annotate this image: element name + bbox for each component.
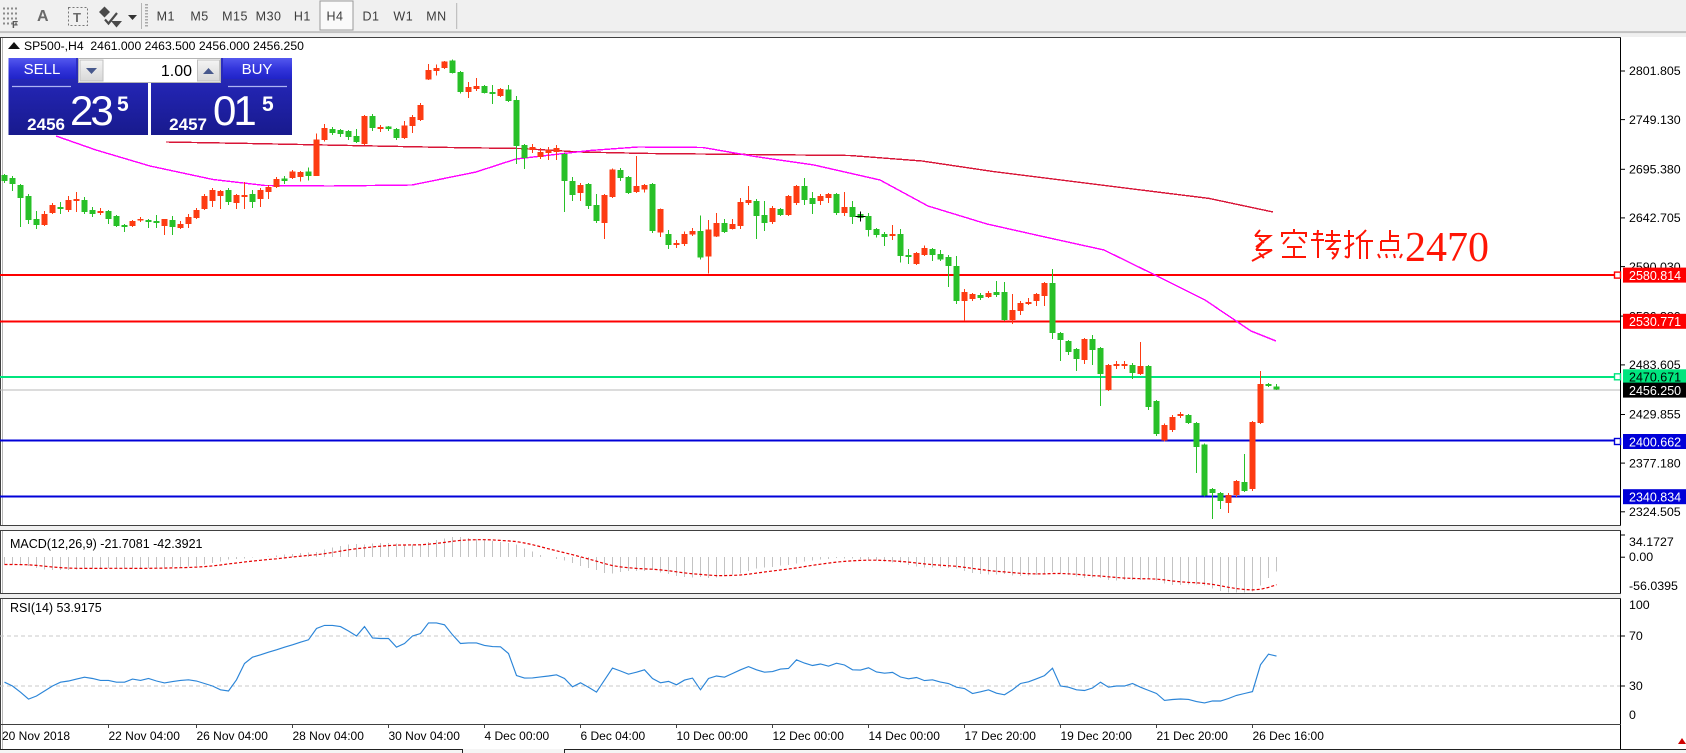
svg-text:12 Dec 00:00: 12 Dec 00:00	[773, 729, 845, 743]
svg-text:MACD(12,26,9) -21.7081 -42.392: MACD(12,26,9) -21.7081 -42.3921	[10, 537, 203, 551]
svg-text:20 Nov 2018: 20 Nov 2018	[2, 729, 70, 743]
svg-text:2470: 2470	[1405, 225, 1489, 271]
svg-text:RSI(14) 53.9175: RSI(14) 53.9175	[10, 601, 102, 615]
svg-text:M15: M15	[222, 10, 248, 24]
svg-text:2530.771: 2530.771	[1629, 315, 1681, 329]
svg-text:100: 100	[1629, 598, 1650, 612]
svg-text:22 Nov 04:00: 22 Nov 04:00	[109, 729, 181, 743]
svg-text:28 Nov 04:00: 28 Nov 04:00	[293, 729, 365, 743]
svg-text:2695.380: 2695.380	[1629, 163, 1681, 177]
svg-text:17 Dec 20:00: 17 Dec 20:00	[965, 729, 1037, 743]
svg-text:30: 30	[1629, 679, 1643, 693]
svg-text:A: A	[37, 8, 49, 25]
svg-text:D1: D1	[363, 10, 380, 24]
svg-text:26 Nov 04:00: 26 Nov 04:00	[197, 729, 269, 743]
svg-text:1.00: 1.00	[161, 63, 192, 80]
svg-text:5: 5	[262, 93, 274, 116]
svg-text:34.1727: 34.1727	[1629, 535, 1674, 549]
svg-text:5: 5	[117, 93, 129, 116]
svg-text:4 Dec 00:00: 4 Dec 00:00	[485, 729, 550, 743]
svg-text:M1: M1	[157, 10, 175, 24]
svg-text:F: F	[12, 20, 18, 31]
svg-text:2429.855: 2429.855	[1629, 408, 1681, 422]
svg-text:2377.180: 2377.180	[1629, 456, 1681, 470]
svg-text:H1: H1	[294, 10, 311, 24]
svg-text:SP500-,H4 2461.000 2463.500 2: SP500-,H4 2461.000 2463.500 2456.000 245…	[24, 39, 304, 53]
svg-text:10 Dec 00:00: 10 Dec 00:00	[677, 729, 749, 743]
svg-text:2483.605: 2483.605	[1629, 358, 1681, 372]
svg-text:M5: M5	[190, 10, 208, 24]
svg-text:T: T	[73, 10, 81, 25]
svg-text:70: 70	[1629, 629, 1643, 643]
svg-text:2400.662: 2400.662	[1629, 435, 1681, 449]
svg-text:2324.505: 2324.505	[1629, 505, 1681, 519]
svg-text:0: 0	[1629, 708, 1636, 722]
svg-text:2749.130: 2749.130	[1629, 113, 1681, 127]
svg-text:M30: M30	[256, 10, 282, 24]
svg-text:2457: 2457	[169, 115, 207, 134]
svg-text:2340.834: 2340.834	[1629, 491, 1681, 505]
svg-text:2470.671: 2470.671	[1629, 371, 1681, 385]
svg-text:2456: 2456	[27, 115, 65, 134]
svg-text:21 Dec 20:00: 21 Dec 20:00	[1157, 729, 1229, 743]
svg-text:01: 01	[213, 87, 255, 134]
svg-text:-56.0395: -56.0395	[1629, 579, 1678, 593]
svg-text:6 Dec 04:00: 6 Dec 04:00	[581, 729, 646, 743]
svg-text:19 Dec 20:00: 19 Dec 20:00	[1061, 729, 1133, 743]
svg-text:MN: MN	[426, 10, 446, 24]
svg-text:14 Dec 00:00: 14 Dec 00:00	[869, 729, 941, 743]
svg-text:H4: H4	[327, 10, 344, 24]
svg-text:2580.814: 2580.814	[1629, 269, 1681, 283]
svg-text:26 Dec 16:00: 26 Dec 16:00	[1253, 729, 1325, 743]
svg-text:23: 23	[70, 87, 112, 134]
svg-text:BUY: BUY	[242, 61, 273, 78]
svg-text:2642.705: 2642.705	[1629, 211, 1681, 225]
svg-text:30 Nov 04:00: 30 Nov 04:00	[389, 729, 461, 743]
svg-text:2456.250: 2456.250	[1629, 384, 1681, 398]
svg-text:SELL: SELL	[24, 61, 61, 78]
svg-text:W1: W1	[393, 10, 413, 24]
svg-text:0.00: 0.00	[1629, 550, 1653, 564]
svg-text:2801.805: 2801.805	[1629, 64, 1681, 78]
